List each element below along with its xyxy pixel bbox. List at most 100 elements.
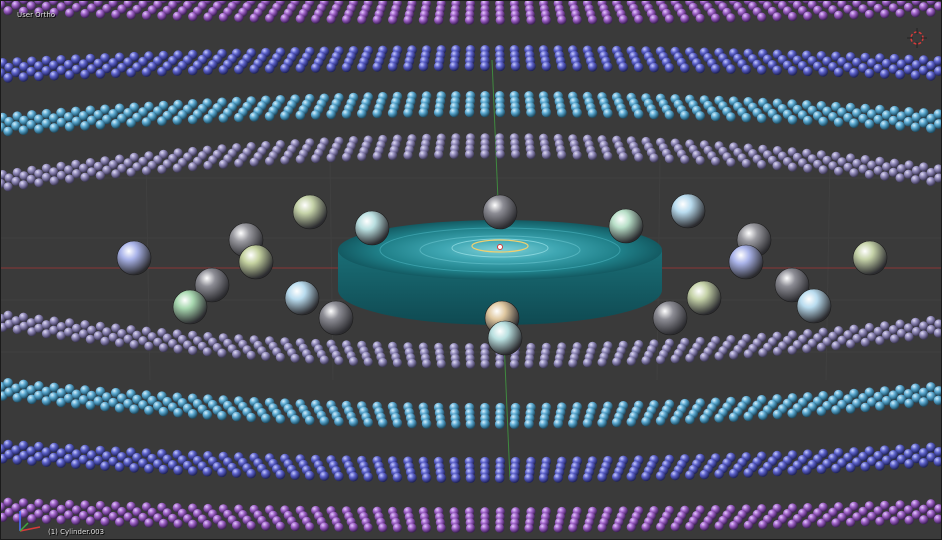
atom xyxy=(904,160,914,170)
atom xyxy=(18,125,29,135)
atom xyxy=(934,173,942,183)
atom xyxy=(919,330,929,340)
sphere[interactable] xyxy=(194,267,230,303)
atom xyxy=(852,333,862,344)
sphere[interactable] xyxy=(292,194,328,230)
atom xyxy=(787,11,798,22)
sphere[interactable] xyxy=(482,194,518,230)
atom xyxy=(234,158,244,168)
atom xyxy=(710,111,721,122)
atom xyxy=(714,469,724,479)
atom xyxy=(626,356,636,366)
sphere[interactable] xyxy=(686,280,722,316)
atom xyxy=(71,169,82,179)
atom xyxy=(541,107,552,118)
atom xyxy=(449,61,459,72)
atom xyxy=(34,124,44,134)
atom xyxy=(758,410,768,421)
atom xyxy=(26,66,36,77)
atom xyxy=(845,462,856,473)
atom xyxy=(19,450,29,461)
sphere[interactable] xyxy=(852,240,888,276)
atom xyxy=(217,410,227,421)
atom xyxy=(465,473,476,484)
atom xyxy=(147,160,157,170)
atom xyxy=(27,110,37,120)
atom xyxy=(903,505,914,515)
atom xyxy=(108,160,118,170)
3d-cursor-icon[interactable] xyxy=(905,26,929,50)
atom xyxy=(903,323,914,333)
atom xyxy=(421,473,432,483)
atom xyxy=(78,163,89,173)
atom xyxy=(926,391,936,402)
atom xyxy=(80,320,90,330)
atom xyxy=(378,523,388,533)
atom xyxy=(0,502,6,512)
atom xyxy=(261,413,271,424)
cylinder-disk[interactable] xyxy=(338,220,662,325)
sphere[interactable] xyxy=(172,289,208,325)
atom xyxy=(158,518,169,529)
atom xyxy=(852,457,862,467)
atom xyxy=(93,0,103,8)
atom xyxy=(910,175,921,185)
atom xyxy=(436,473,447,483)
atom xyxy=(910,499,921,509)
atom xyxy=(95,500,105,511)
sphere[interactable] xyxy=(652,300,688,336)
atom xyxy=(41,504,51,514)
atom xyxy=(147,5,157,15)
sphere[interactable] xyxy=(238,244,274,280)
atom xyxy=(56,117,67,128)
atom xyxy=(357,108,367,119)
atom xyxy=(845,404,856,414)
atom xyxy=(123,334,133,344)
atom xyxy=(843,507,853,517)
atom xyxy=(896,164,907,174)
atom xyxy=(858,393,868,403)
atom xyxy=(582,418,593,428)
atom xyxy=(85,53,96,64)
sphere[interactable] xyxy=(728,244,764,280)
sphere[interactable] xyxy=(487,320,523,356)
atom xyxy=(480,473,490,484)
atom xyxy=(85,460,96,470)
atom xyxy=(919,321,929,331)
sphere[interactable] xyxy=(116,240,152,276)
atom xyxy=(670,522,680,532)
sphere[interactable] xyxy=(284,280,320,316)
atom xyxy=(670,354,680,364)
atom xyxy=(858,164,868,174)
atom xyxy=(926,452,936,463)
sphere[interactable] xyxy=(608,208,644,244)
atom xyxy=(132,4,142,15)
sphere[interactable] xyxy=(796,288,832,324)
atom xyxy=(111,387,121,398)
atom xyxy=(633,109,644,119)
atom xyxy=(699,521,710,531)
atom xyxy=(187,65,198,76)
sphere[interactable] xyxy=(354,210,390,246)
sphere[interactable] xyxy=(774,267,810,303)
atom xyxy=(71,116,82,127)
atom xyxy=(218,159,228,169)
atom xyxy=(129,152,139,162)
atom xyxy=(699,352,710,362)
atom xyxy=(867,0,877,8)
sphere[interactable] xyxy=(318,300,354,336)
atom xyxy=(699,414,710,424)
atom xyxy=(495,15,505,25)
atom xyxy=(387,61,398,72)
atom xyxy=(933,514,942,524)
sphere[interactable] xyxy=(670,193,706,229)
atom xyxy=(372,15,382,25)
atom xyxy=(641,416,651,427)
atom xyxy=(772,466,783,477)
atom xyxy=(95,321,105,331)
atom xyxy=(889,516,900,526)
atom xyxy=(41,172,51,182)
atom xyxy=(129,340,139,350)
